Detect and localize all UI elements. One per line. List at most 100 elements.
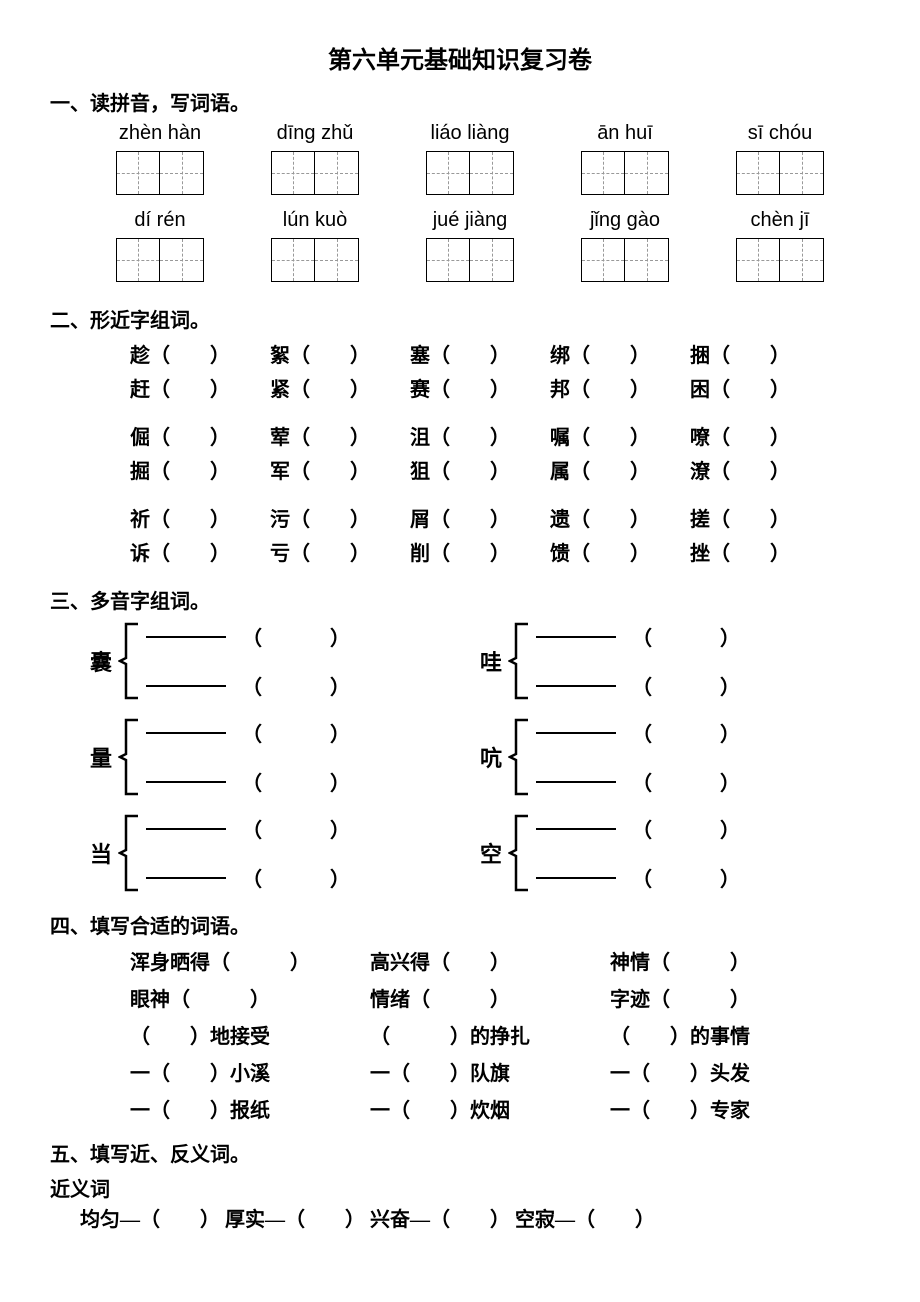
pinyin-cell: ān huī bbox=[555, 122, 695, 145]
fill-cell[interactable]: 浑身晒得（ ） bbox=[130, 945, 370, 982]
synonym-item[interactable]: 兴奋—（ ） bbox=[370, 1209, 510, 1231]
bracket-icon bbox=[118, 718, 140, 796]
similar-char-cell[interactable]: 屑（ ） bbox=[410, 503, 550, 537]
fill-cell[interactable]: 一（ ）专家 bbox=[610, 1093, 850, 1130]
writing-box[interactable] bbox=[736, 151, 824, 195]
similar-char-cell[interactable]: 诉（ ） bbox=[130, 537, 270, 571]
synonym-row: 均匀—（ ） 厚实—（ ） 兴奋—（ ） 空寂—（ ） bbox=[80, 1202, 870, 1239]
polyphone-blank[interactable]: （） bbox=[146, 863, 350, 892]
pinyin-cell: lún kuò bbox=[245, 209, 385, 232]
pinyin-row-1: zhèn hàn dīng zhǔ liáo liàng ān huī sī c… bbox=[50, 122, 870, 151]
writing-box[interactable] bbox=[426, 151, 514, 195]
polyphone-blank[interactable]: （） bbox=[536, 863, 740, 892]
fill-cell[interactable]: 情绪（ ） bbox=[370, 982, 610, 1019]
synonym-item[interactable]: 均匀—（ ） bbox=[80, 1209, 220, 1231]
pinyin-cell: jǐng gào bbox=[555, 209, 695, 232]
page-title: 第六单元基础知识复习卷 bbox=[50, 40, 870, 75]
similar-char-cell[interactable]: 荤（ ） bbox=[270, 421, 410, 455]
polyphone-blank[interactable]: （） bbox=[536, 718, 740, 747]
similar-char-cell[interactable]: 污（ ） bbox=[270, 503, 410, 537]
similar-char-cell[interactable]: 掘（ ） bbox=[130, 455, 270, 489]
similar-char-cell[interactable]: 军（ ） bbox=[270, 455, 410, 489]
fill-cell[interactable]: 字迹（ ） bbox=[610, 982, 850, 1019]
fill-cell[interactable]: 一（ ）队旗 bbox=[370, 1056, 610, 1093]
similar-char-cell[interactable]: 赶（ ） bbox=[130, 373, 270, 407]
similar-char-cell[interactable]: 祈（ ） bbox=[130, 503, 270, 537]
similar-char-cell[interactable]: 遗（ ） bbox=[550, 503, 690, 537]
fill-cell[interactable]: 高兴得（ ） bbox=[370, 945, 610, 982]
similar-char-cell[interactable]: 絮（ ） bbox=[270, 339, 410, 373]
similar-char-cell[interactable]: 绑（ ） bbox=[550, 339, 690, 373]
polyphone-blank[interactable]: （） bbox=[146, 718, 350, 747]
polyphone-blank[interactable]: （） bbox=[536, 622, 740, 651]
fill-row: 一（ ）小溪一（ ）队旗一（ ）头发 bbox=[130, 1056, 870, 1093]
similar-char-cell[interactable]: 困（ ） bbox=[690, 373, 830, 407]
box-row-1 bbox=[50, 151, 870, 209]
fill-cell[interactable]: 一（ ）头发 bbox=[610, 1056, 850, 1093]
pinyin-cell: liáo liàng bbox=[400, 122, 540, 145]
similar-char-cell[interactable]: 嘹（ ） bbox=[690, 421, 830, 455]
polyphone-blank[interactable]: （） bbox=[146, 767, 350, 796]
polyphone-blank[interactable]: （） bbox=[536, 814, 740, 843]
similar-char-cell[interactable]: 搓（ ） bbox=[690, 503, 830, 537]
writing-box[interactable] bbox=[116, 238, 204, 282]
writing-box[interactable] bbox=[581, 238, 669, 282]
similar-char-cell[interactable]: 嘱（ ） bbox=[550, 421, 690, 455]
polyphone-row: 量（）（）吭（）（） bbox=[90, 718, 870, 796]
writing-box[interactable] bbox=[271, 151, 359, 195]
similar-char-cell[interactable]: 挫（ ） bbox=[690, 537, 830, 571]
writing-box[interactable] bbox=[736, 238, 824, 282]
similar-char-cell[interactable]: 沮（ ） bbox=[410, 421, 550, 455]
section3-header: 三、多音字组词。 bbox=[50, 585, 870, 614]
writing-box[interactable] bbox=[116, 151, 204, 195]
polyphone-item: 当（）（） bbox=[90, 814, 480, 892]
writing-box[interactable] bbox=[581, 151, 669, 195]
synonym-item[interactable]: 空寂—（ ） bbox=[515, 1209, 655, 1231]
similar-char-cell[interactable]: 邦（ ） bbox=[550, 373, 690, 407]
fill-cell[interactable]: 神情（ ） bbox=[610, 945, 850, 982]
polyphone-item: 囊 （） （） bbox=[90, 622, 480, 700]
polyphone-blank[interactable]: （） bbox=[536, 767, 740, 796]
similar-char-row: 倔（ ）荤（ ）沮（ ）嘱（ ）嘹（ ） bbox=[130, 421, 870, 455]
pinyin-cell: chèn jī bbox=[710, 209, 850, 232]
fill-cell[interactable]: （ ）的挣扎 bbox=[370, 1019, 610, 1056]
similar-char-cell[interactable]: 狙（ ） bbox=[410, 455, 550, 489]
similar-char-cell[interactable]: 倔（ ） bbox=[130, 421, 270, 455]
fill-row: 眼神（ ）情绪（ ）字迹（ ） bbox=[130, 982, 870, 1019]
polyphone-blank[interactable]: （） bbox=[146, 671, 350, 700]
similar-char-cell[interactable]: 紧（ ） bbox=[270, 373, 410, 407]
similar-char-cell[interactable]: 潦（ ） bbox=[690, 455, 830, 489]
fill-cell[interactable]: 一（ ）炊烟 bbox=[370, 1093, 610, 1130]
pinyin-cell: dīng zhǔ bbox=[245, 122, 385, 145]
fill-cell[interactable]: 一（ ）报纸 bbox=[130, 1093, 370, 1130]
bracket-icon bbox=[118, 622, 140, 700]
similar-char-cell[interactable]: 捆（ ） bbox=[690, 339, 830, 373]
similar-char-cell[interactable]: 属（ ） bbox=[550, 455, 690, 489]
section5-subheader: 近义词 bbox=[50, 1173, 870, 1202]
writing-box[interactable] bbox=[271, 238, 359, 282]
similar-char-row: 趁（ ）絮（ ）塞（ ）绑（ ）捆（ ） bbox=[130, 339, 870, 373]
polyphone-blank[interactable]: （） bbox=[536, 671, 740, 700]
polyphone-char: 囊 bbox=[90, 645, 112, 677]
pinyin-cell: zhèn hàn bbox=[90, 122, 230, 145]
bracket-icon bbox=[508, 622, 530, 700]
similar-char-group: 祈（ ）污（ ）屑（ ）遗（ ）搓（ ） 诉（ ）亏（ ）削（ ）馈（ ）挫（ ） bbox=[130, 503, 870, 571]
polyphone-blank[interactable]: （） bbox=[146, 814, 350, 843]
writing-box[interactable] bbox=[426, 238, 514, 282]
similar-char-cell[interactable]: 馈（ ） bbox=[550, 537, 690, 571]
fill-cell[interactable]: 一（ ）小溪 bbox=[130, 1056, 370, 1093]
synonym-item[interactable]: 厚实—（ ） bbox=[225, 1209, 365, 1231]
fill-row: 浑身晒得（ ）高兴得（ ）神情（ ） bbox=[130, 945, 870, 982]
fill-cell[interactable]: （ ）的事情 bbox=[610, 1019, 850, 1056]
polyphone-row: 当（）（）空（）（） bbox=[90, 814, 870, 892]
polyphone-blank[interactable]: （） bbox=[146, 622, 350, 651]
similar-char-cell[interactable]: 削（ ） bbox=[410, 537, 550, 571]
similar-char-cell[interactable]: 亏（ ） bbox=[270, 537, 410, 571]
polyphone-char: 量 bbox=[90, 741, 112, 773]
fill-cell[interactable]: 眼神（ ） bbox=[130, 982, 370, 1019]
similar-char-cell[interactable]: 赛（ ） bbox=[410, 373, 550, 407]
similar-char-cell[interactable]: 塞（ ） bbox=[410, 339, 550, 373]
similar-char-cell[interactable]: 趁（ ） bbox=[130, 339, 270, 373]
fill-cell[interactable]: （ ）地接受 bbox=[130, 1019, 370, 1056]
polyphone-char: 哇 bbox=[480, 645, 502, 677]
